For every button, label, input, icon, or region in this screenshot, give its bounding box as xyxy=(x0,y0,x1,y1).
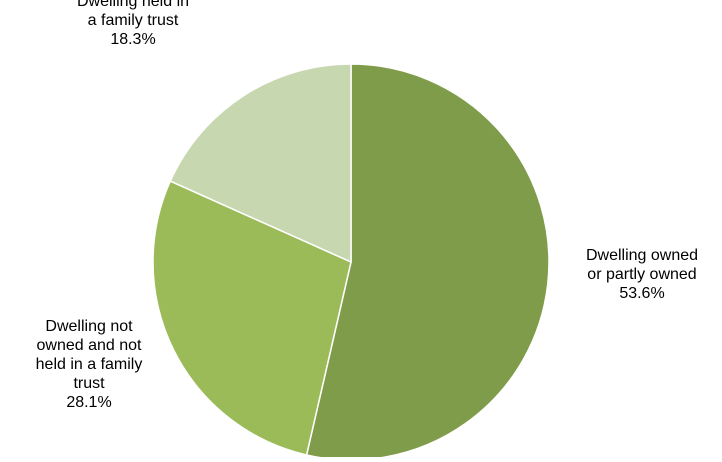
pie-slice-0 xyxy=(305,63,550,461)
slice-label-1: Dwelling not owned and not held in a famil… xyxy=(36,318,143,411)
slice-label-0: Dwelling owned or partly owned 53.6% xyxy=(586,247,698,302)
slice-value-label-0: 53.6% xyxy=(619,285,664,302)
slice-category-label-1-line-1: owned and not xyxy=(37,337,143,354)
slice-category-label-2-line-1: a family trust xyxy=(88,12,179,29)
slice-category-label-0-line-0: Dwelling owned xyxy=(586,247,698,264)
pie-slice-1 xyxy=(152,180,352,456)
pie-slices xyxy=(152,63,550,461)
slice-category-label-1-line-3: trust xyxy=(73,375,105,392)
slice-category-label-2-line-0: Dwelling held in xyxy=(77,0,189,10)
slice-value-label-2: 18.3% xyxy=(110,31,155,48)
slice-category-label-1-line-0: Dwelling not xyxy=(45,318,133,335)
slice-category-label-0-line-1: or partly owned xyxy=(587,266,696,283)
pie-slice-2 xyxy=(169,63,352,264)
slice-value-label-1: 28.1% xyxy=(66,394,111,411)
slice-category-label-1-line-2: held in a family xyxy=(36,356,143,373)
slice-label-2: Dwelling held in a family trust 18.3% xyxy=(77,0,189,48)
